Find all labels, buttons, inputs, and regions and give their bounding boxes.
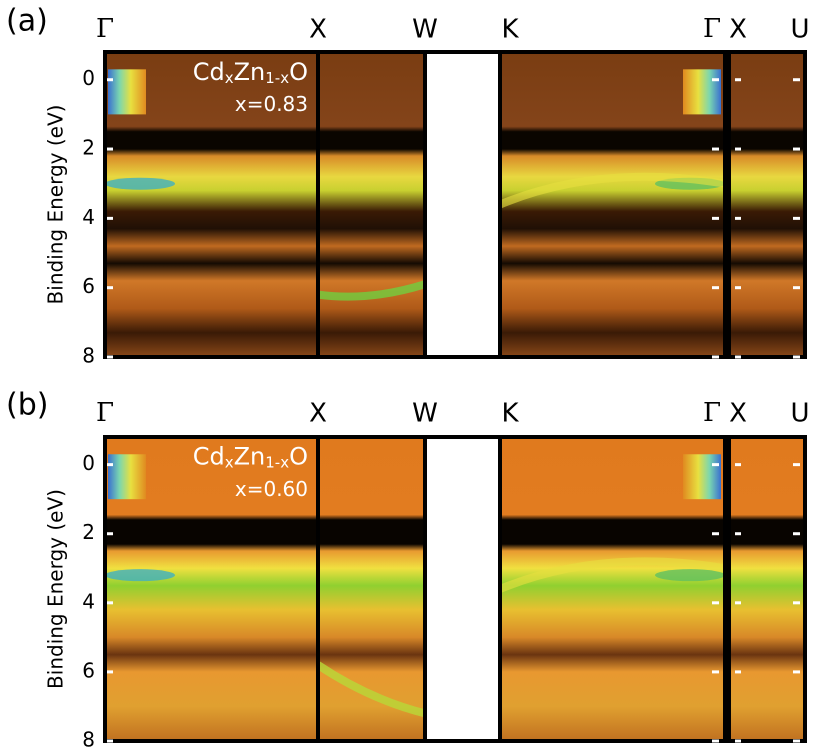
frame [727,435,807,743]
band-feature [105,569,175,582]
formula-part: x [225,453,234,471]
y-tick-label: 6 [82,274,95,298]
formula-part: Cd [193,58,225,86]
gap-border [423,435,502,743]
formula: CdxZn1-xO [193,443,308,472]
formula-part: Zn [234,58,266,86]
inset [683,69,721,115]
formula-part: Zn [234,443,266,471]
gap-border [423,50,502,359]
k-point-label: K [501,15,519,45]
band-map [730,437,805,741]
panel-label: (a) [6,4,48,39]
y-tick-label: 4 [82,205,95,229]
k-point-label: Γ [703,398,721,428]
k-point-label: U [790,399,809,429]
k-point-label: Γ [96,398,114,428]
y-tick-label: 0 [82,451,95,475]
band-feature [655,569,725,582]
inset [108,69,146,115]
gap [425,435,500,743]
band-feature [315,661,426,718]
k-point-label: X [309,15,327,45]
band-map [318,52,425,357]
inset [108,454,146,500]
frame [103,50,727,359]
gap [425,50,500,359]
k-point-label: W [412,399,438,429]
band-feature [498,557,726,593]
band-map [730,52,805,357]
k-point-label: K [501,399,519,429]
formula-part: Cd [193,443,225,471]
inset [683,454,721,500]
y-axis-label: Binding Energy (eV) [44,489,68,689]
y-tick-label: 8 [82,344,95,368]
y-axis-label: Binding Energy (eV) [44,105,68,305]
formula: CdxZn1-xO [193,58,308,87]
k-point-label: X [309,399,327,429]
frame [727,50,807,359]
band-feature [498,172,726,209]
composition: x=0.83 [235,92,308,116]
composition: x=0.60 [235,477,308,501]
formula-part: x [225,68,234,86]
k-point-label: U [790,15,809,45]
k-point-label: W [412,15,438,45]
band-feature [105,177,175,190]
y-tick-label: 2 [82,520,95,544]
formula-part: O [289,58,308,86]
k-point-label: Γ [96,14,114,44]
y-tick-label: 2 [82,136,95,160]
formula-part: O [289,443,308,471]
formula-part: 1-x [265,68,289,86]
panel-label: (b) [6,388,48,423]
y-tick-label: 8 [82,728,95,748]
formula-part: 1-x [265,453,289,471]
y-tick-label: 0 [82,66,95,90]
y-tick-label: 6 [82,658,95,682]
frame [103,435,727,743]
k-point-label: X [729,399,747,429]
k-point-label: Γ [703,14,721,44]
k-point-label: X [729,15,747,45]
band-feature [317,280,427,301]
y-tick-label: 4 [82,589,95,613]
